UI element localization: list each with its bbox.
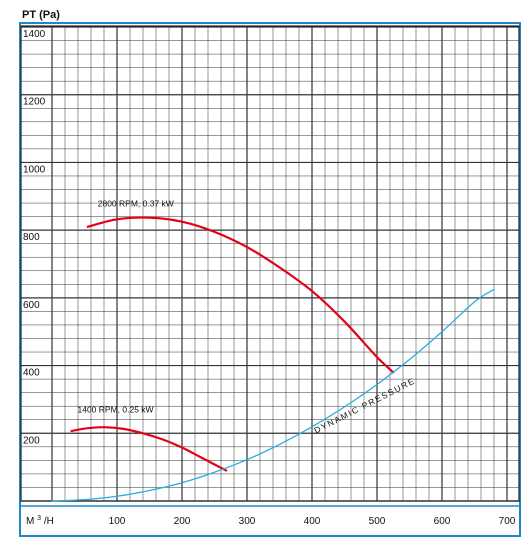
plot-frame-outer xyxy=(19,22,521,537)
series-2800-rpm-curve xyxy=(86,216,395,374)
x-axis-label-sup: 3 xyxy=(37,515,41,522)
x-tick-label: 100 xyxy=(109,516,126,527)
annotation-1400-rpm: 1400 RPM, 0.25 kW xyxy=(78,404,154,414)
x-tick-label: 600 xyxy=(434,516,451,527)
grid xyxy=(20,25,520,502)
series-1400-rpm-curve xyxy=(70,426,228,472)
x-tick-label: 400 xyxy=(304,516,321,527)
y-tick-label: 1200 xyxy=(23,97,46,108)
series-dynamic-pressure-curve xyxy=(51,288,495,502)
x-axis-label-suffix: /H xyxy=(44,516,54,527)
y-tick-label: 800 xyxy=(23,232,40,243)
plot-border xyxy=(20,25,520,502)
y-tick-label: 1000 xyxy=(23,164,46,175)
y-tick-label: 600 xyxy=(23,300,40,311)
x-tick-label: 700 xyxy=(499,516,516,527)
annotation-2800-rpm: 2800 RPM, 0.37 kW xyxy=(98,198,174,208)
tick-labels: 100 200 300 400 500 600 700 200 400 600 800 1000 120… xyxy=(23,29,516,527)
y-tick-label: 400 xyxy=(23,368,40,379)
x-axis-label-prefix: M xyxy=(26,516,34,527)
series-layer xyxy=(51,216,495,502)
x-tick-label: 300 xyxy=(239,516,256,527)
x-tick-label: 200 xyxy=(174,516,191,527)
x-axis-label: M 3 /H xyxy=(26,512,54,527)
x-tick-label: 500 xyxy=(369,516,386,527)
y-axis-label: PT (Pa) xyxy=(22,9,60,21)
y-tick-label: 1400 xyxy=(23,29,46,40)
y-tick-label: 200 xyxy=(23,435,40,446)
dynamic-pressure-label: DYNAMIC PRESSURE xyxy=(312,375,417,435)
